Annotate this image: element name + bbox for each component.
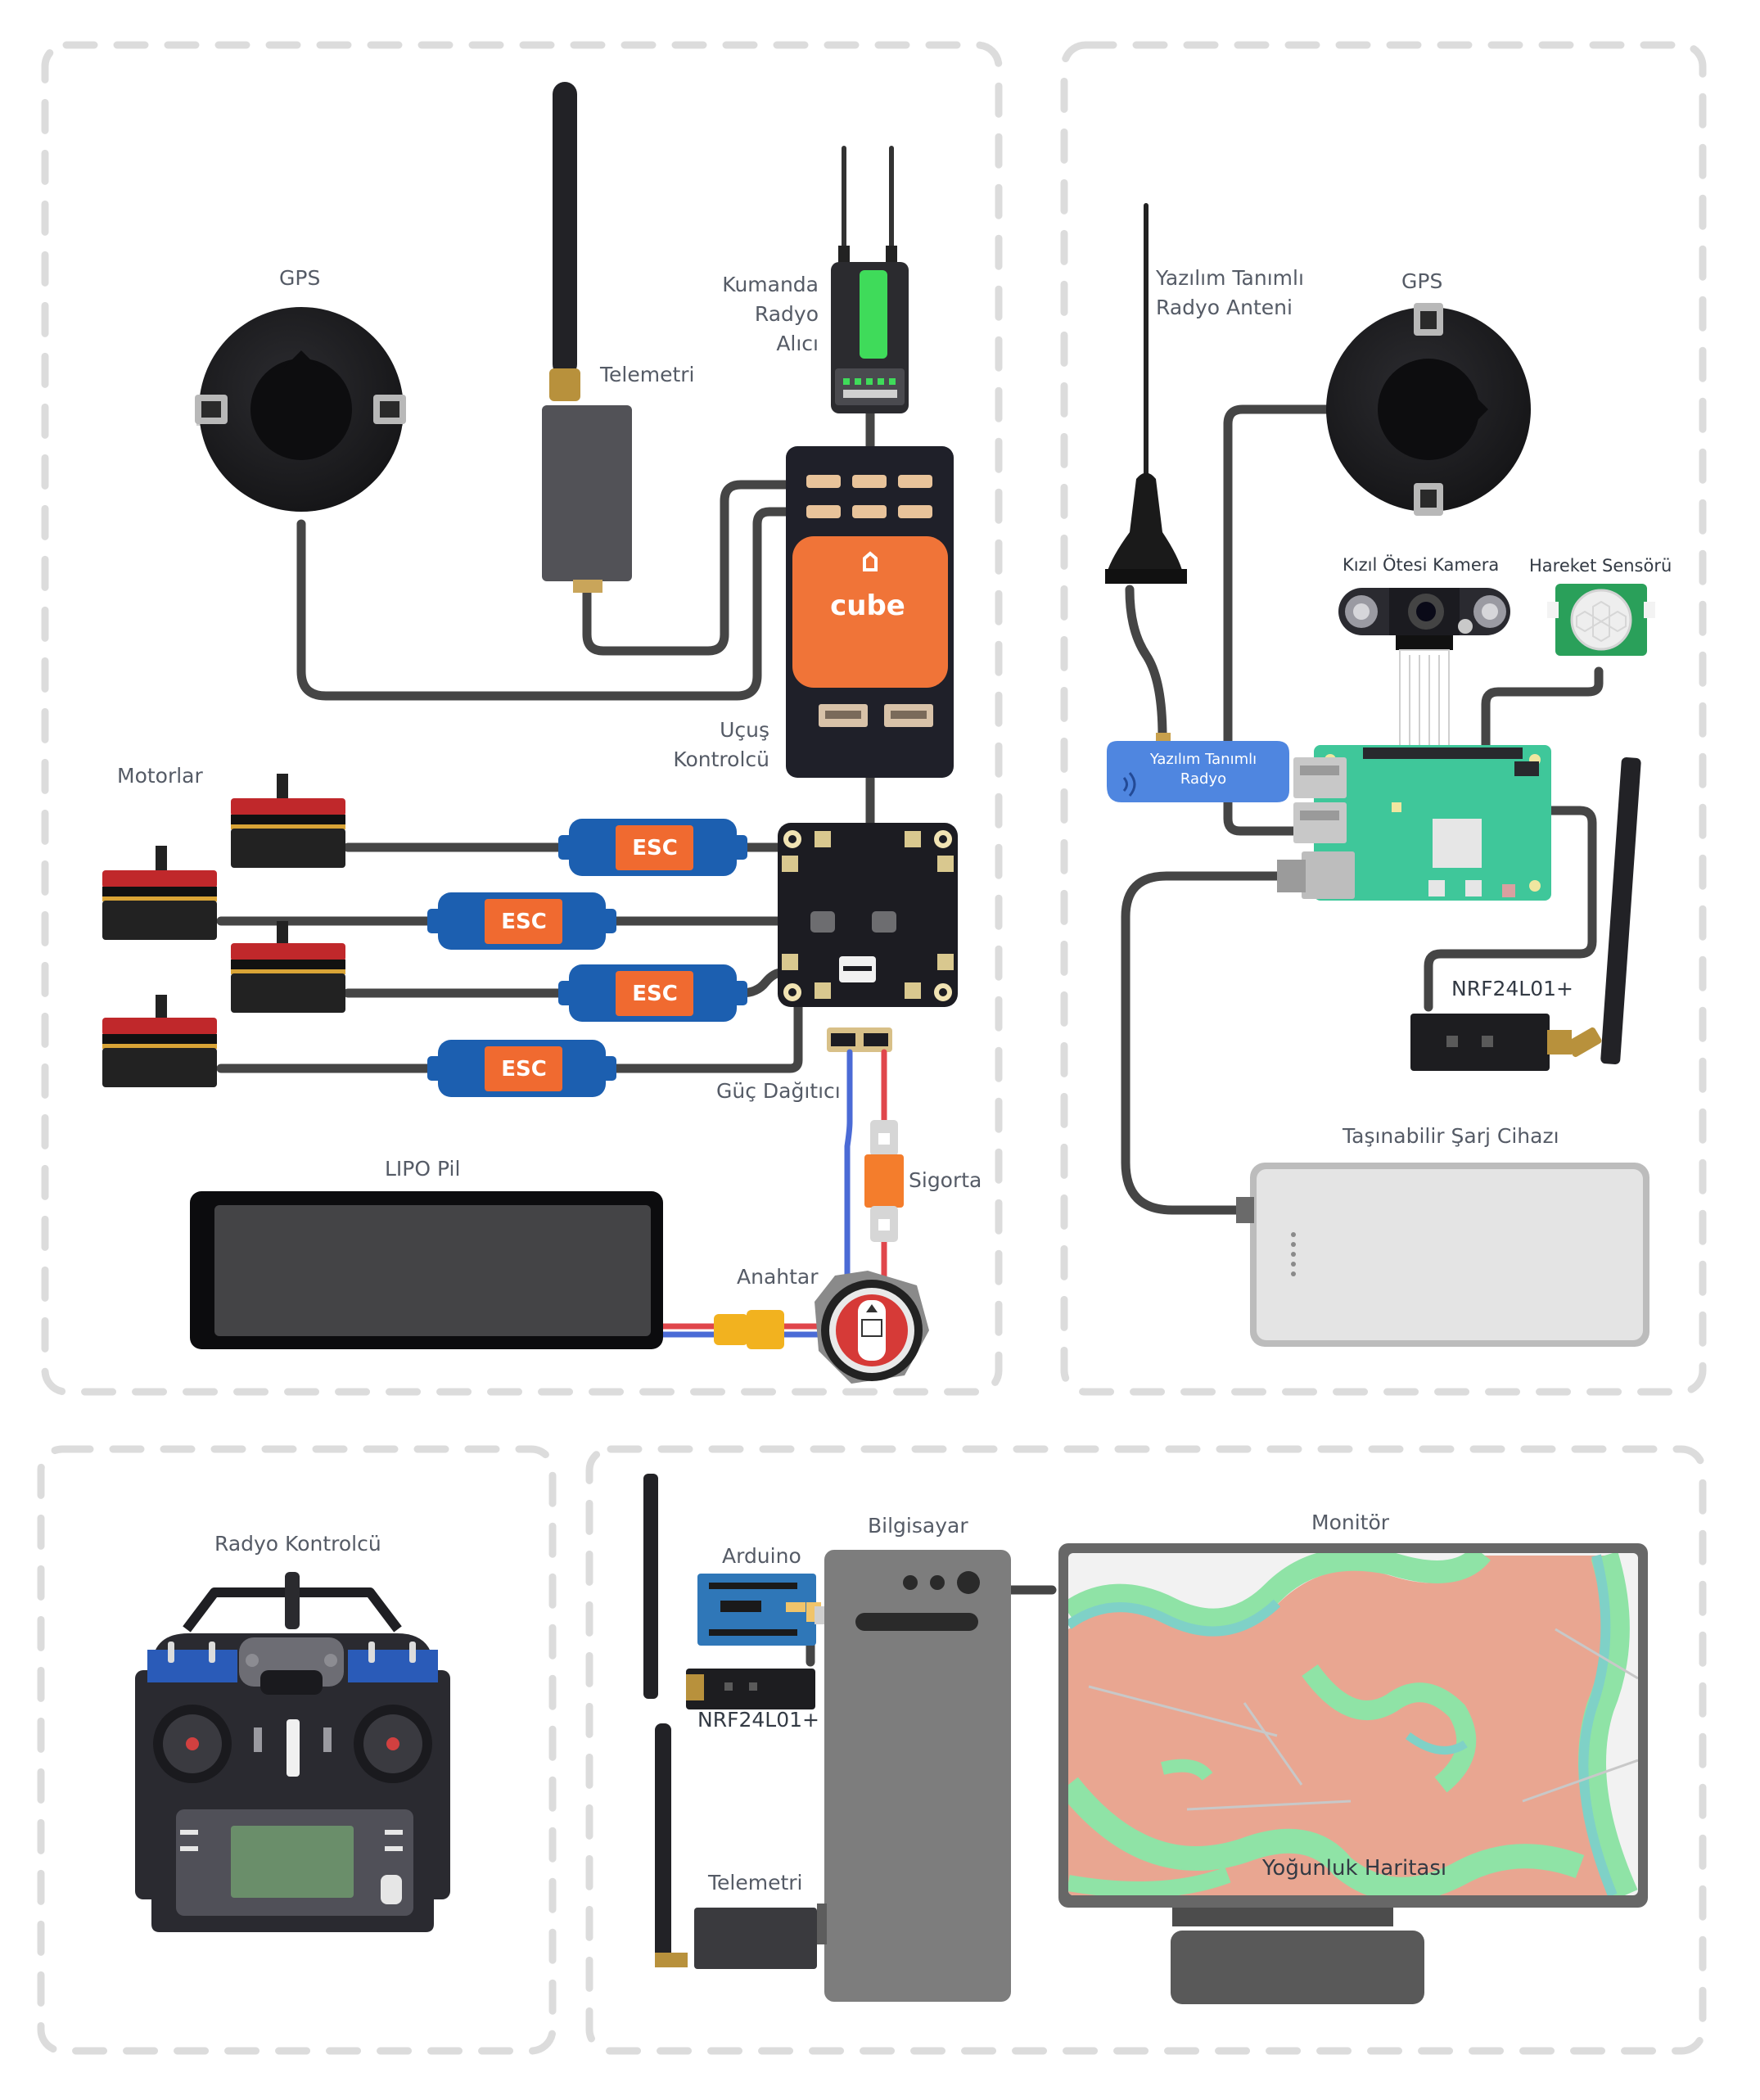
cables-right (1121, 404, 1604, 1215)
pir-cable (1481, 666, 1604, 766)
section-borders (37, 41, 1707, 2055)
arduino-icon (697, 1574, 833, 1646)
esc-4-icon (427, 1040, 616, 1097)
motor-1-icon (231, 774, 345, 868)
fuse-icon (864, 1120, 904, 1242)
transmitter-icon (135, 1572, 450, 1932)
cube-logo: cube (830, 589, 905, 622)
esc-1-icon (558, 819, 747, 876)
flight-controller-label-line-2: Kontrolcü (673, 747, 769, 771)
power-bank-icon (1236, 1163, 1649, 1347)
sdr-dongle-icon (1107, 733, 1289, 802)
gps-right-label: GPS (1401, 269, 1443, 293)
monitor-label: Monitör (1311, 1511, 1390, 1534)
receiver-label-line-3: Alıcı (776, 332, 819, 355)
power-bank-label: Taşınabilir Şarj Cihazı (1343, 1124, 1559, 1148)
pir-sensor-icon (1547, 584, 1655, 656)
motor-3-icon (231, 921, 345, 1013)
telemetry-top-icon (542, 82, 632, 593)
esc-2-label: ESC (501, 910, 547, 934)
esc3-to-pdb (736, 968, 787, 998)
nrf-bottom-icon (643, 1474, 815, 1709)
motion-sensor-label: Hareket Sensörü (1529, 556, 1672, 576)
raspberry-pi-icon (1277, 745, 1551, 901)
ground-cables (806, 1585, 1057, 1667)
arduino-label: Arduino (722, 1544, 801, 1568)
esc-1-label: ESC (632, 836, 678, 860)
switch-icon (815, 1271, 929, 1384)
flight-controller-label-line-1: Uçuş (720, 718, 769, 742)
esc-2-icon (427, 892, 616, 950)
density-map-label: Yoğunluk Haritası (1262, 1856, 1447, 1881)
gps-right-cable (1223, 404, 1333, 836)
cables-left (216, 404, 875, 1073)
receiver-label-line-2: Radyo (754, 302, 819, 326)
nrf-cable (1424, 806, 1597, 1012)
esc-3-icon (558, 964, 747, 1022)
motors-label: Motorlar (117, 764, 203, 788)
telemetry-bottom-icon (655, 1723, 817, 1969)
powerbank-cable (1121, 871, 1286, 1215)
sdr-radio-label-line-1: Yazılım Tanımlı (1149, 751, 1257, 768)
nrf-right-label: NRF24L01+ (1451, 977, 1573, 1000)
monitor-icon (1058, 1543, 1648, 2004)
sdr-antenna-icon (1105, 203, 1187, 584)
sdr-antenna-label-line-1: Yazılım Tanımlı (1156, 266, 1304, 290)
cube-flight-controller-icon (786, 446, 954, 778)
pc-tower-icon (817, 1550, 1011, 2002)
receiver-label-line-1: Kumanda (722, 273, 819, 296)
battery-icon (190, 1191, 663, 1349)
power-distributor-label: Güç Dağıtıcı (716, 1079, 841, 1103)
power-wires (658, 1049, 887, 1338)
nrf-right-icon (1410, 757, 1641, 1071)
sdr-antenna-cable (1125, 585, 1167, 742)
gps-right-icon (1326, 303, 1531, 516)
transmitter-section-border (37, 1445, 557, 2055)
drone-section-border (41, 41, 1003, 1396)
receiver-icon (831, 146, 909, 413)
motor-2-icon (102, 846, 217, 940)
esc-4-label: ESC (501, 1057, 547, 1082)
ir-camera-label: Kızıl Ötesi Kamera (1343, 555, 1500, 575)
sdr-antenna-label-line-2: Radyo Anteni (1156, 296, 1293, 319)
sdr-radio-label-line-2: Radyo (1180, 770, 1227, 788)
nrf-bottom-label: NRF24L01+ (697, 1708, 819, 1732)
pdb-icon (778, 823, 958, 1052)
gps-cable (296, 507, 795, 701)
telemetry-bottom-label: Telemetri (708, 1871, 803, 1895)
telemetry-cable (582, 480, 795, 656)
fuse-label: Sigorta (909, 1168, 982, 1192)
lipo-label: LIPO Pil (385, 1157, 461, 1181)
telemetry-top-label: Telemetri (600, 363, 695, 386)
computer-label: Bilgisayar (868, 1514, 968, 1538)
gps-left-icon (195, 307, 406, 512)
radio-controller-label: Radyo Kontrolcü (214, 1532, 381, 1556)
esc-3-label: ESC (632, 982, 678, 1006)
gps-left-label: GPS (279, 266, 321, 290)
onboard-computer-section-border (1060, 41, 1707, 1396)
ground-station-section-border (585, 1445, 1707, 2055)
esc4-to-pdb (605, 1002, 803, 1073)
xt60-connector-icon (714, 1310, 784, 1349)
motor-4-icon (102, 995, 217, 1087)
switch-label: Anahtar (737, 1265, 819, 1289)
